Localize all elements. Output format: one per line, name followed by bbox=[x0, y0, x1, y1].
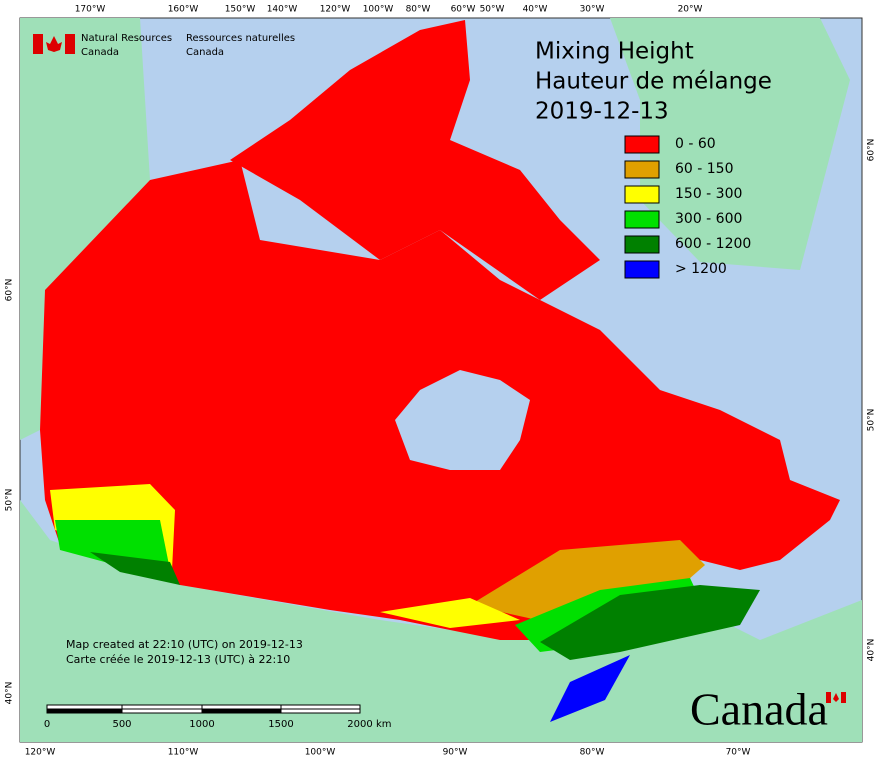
graticule-label: 120°W bbox=[320, 5, 351, 15]
flag-leaf bbox=[833, 693, 839, 702]
flag-bar bbox=[841, 692, 846, 703]
graticule-label: 110°W bbox=[168, 748, 199, 758]
agency-en: Canada bbox=[81, 47, 119, 58]
agency-en: Natural Resources bbox=[81, 33, 172, 44]
scale-segment bbox=[121, 704, 203, 710]
graticule-label: 70°W bbox=[726, 748, 751, 758]
graticule-label: 120°W bbox=[25, 748, 56, 758]
graticule-label: 40°N bbox=[5, 682, 15, 705]
wordmark-flag bbox=[826, 692, 846, 703]
legend-label: 150 - 300 bbox=[675, 186, 742, 202]
zone-yellow-east bbox=[380, 598, 520, 628]
scale-label: 1500 bbox=[268, 719, 293, 730]
graticule-label: 40°W bbox=[523, 5, 548, 15]
flag-bar bbox=[33, 34, 43, 54]
scale-unit: km bbox=[376, 719, 392, 730]
note-line: Carte créée le 2019-12-13 (UTC) à 22:10 bbox=[66, 653, 290, 666]
scale-label: 0 bbox=[44, 719, 50, 730]
nrcan-flag bbox=[33, 34, 75, 54]
agency-fr: Canada bbox=[186, 47, 224, 58]
greenland bbox=[610, 18, 850, 270]
flag-bar bbox=[65, 34, 75, 54]
graticule-label: 50°N bbox=[5, 489, 15, 512]
legend-swatch bbox=[624, 160, 660, 179]
title-line: Hauteur de mélange bbox=[535, 69, 772, 95]
land bbox=[20, 18, 862, 742]
flag-bar bbox=[826, 692, 831, 703]
graticule-label: 160°W bbox=[168, 5, 199, 15]
wordmark: Canada bbox=[690, 684, 828, 735]
graticule-label: 60°N bbox=[5, 279, 15, 302]
usa bbox=[20, 500, 862, 742]
graticule-label: 90°W bbox=[443, 748, 468, 758]
graticule-label: 100°W bbox=[305, 748, 336, 758]
graticule-label: 150°W bbox=[225, 5, 256, 15]
graticule-label: 50°N bbox=[867, 409, 877, 432]
graticule-label: 60°N bbox=[867, 139, 877, 162]
graticule-label: 140°W bbox=[267, 5, 298, 15]
graticule-label: 80°W bbox=[580, 748, 605, 758]
title-line: 2019-12-13 bbox=[535, 99, 669, 125]
graticule-label: 50°W bbox=[480, 5, 505, 15]
hudson-bay bbox=[395, 370, 530, 470]
zone-darkgreen-west bbox=[90, 552, 180, 585]
scale-segment bbox=[46, 708, 123, 714]
scale-segment bbox=[280, 708, 361, 714]
scale-segment bbox=[121, 708, 203, 714]
zone-darkgreen-east bbox=[540, 585, 760, 660]
scale-segment bbox=[46, 704, 123, 710]
title-line: Mixing Height bbox=[535, 39, 694, 65]
legend-label: 600 - 1200 bbox=[675, 236, 751, 252]
legend-label: 300 - 600 bbox=[675, 211, 742, 227]
graticule-label: 100°W bbox=[363, 5, 394, 15]
scale-label: 500 bbox=[112, 719, 131, 730]
graticule-label: 60°W bbox=[451, 5, 476, 15]
scale-label: 1000 bbox=[189, 719, 214, 730]
legend-swatch bbox=[624, 135, 660, 154]
agency-fr: Ressources naturelles bbox=[186, 33, 295, 44]
legend-label: 60 - 150 bbox=[675, 161, 734, 177]
legend-swatch bbox=[624, 185, 660, 204]
graticule-label: 30°W bbox=[580, 5, 605, 15]
graticule-label: 170°W bbox=[75, 5, 106, 15]
legend-label: > 1200 bbox=[675, 261, 727, 277]
legend-swatch bbox=[624, 235, 660, 254]
zone-blue bbox=[550, 655, 630, 722]
alaska bbox=[20, 18, 150, 440]
legend-swatch bbox=[624, 210, 660, 229]
graticule-label: 20°W bbox=[678, 5, 703, 15]
arctic-islands bbox=[230, 20, 600, 300]
scale-segment bbox=[201, 708, 282, 714]
scale-label: 2000 bbox=[347, 719, 372, 730]
graticule-label: 40°N bbox=[867, 639, 877, 662]
legend-label: 0 - 60 bbox=[675, 136, 716, 152]
flag-leaf bbox=[46, 36, 62, 52]
legend-swatch bbox=[624, 260, 660, 279]
note-line: Map created at 22:10 (UTC) on 2019-12-13 bbox=[66, 638, 303, 651]
graticule-label: 80°W bbox=[406, 5, 431, 15]
scale-segment bbox=[280, 704, 361, 710]
scale-segment bbox=[201, 704, 282, 710]
